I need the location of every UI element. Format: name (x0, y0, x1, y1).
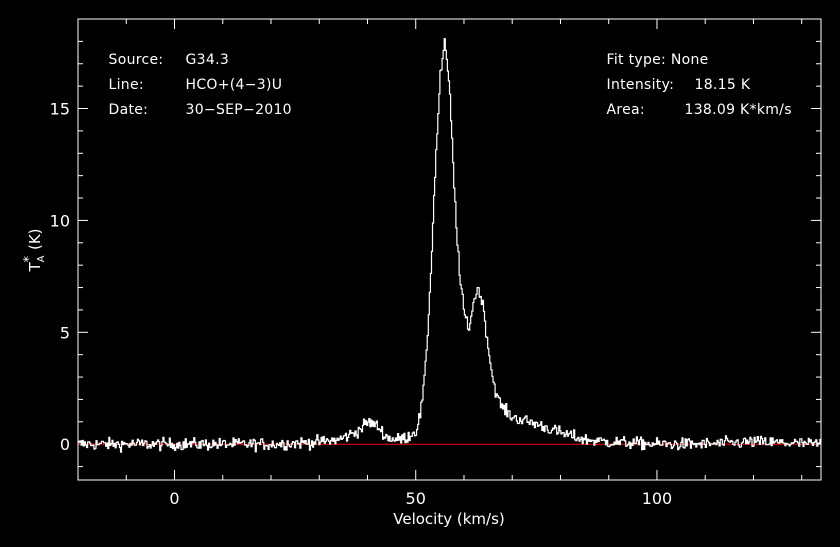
fit-type-value: None (670, 52, 709, 68)
header-date: Date: 30−SEP−2010 (99, 86, 292, 118)
header-fit-type: Fit type: None (597, 36, 709, 68)
y-axis-label: TA*(K) (22, 228, 47, 272)
header-source: Source: G34.3 (99, 36, 229, 68)
y-tick-label: 15 (50, 100, 70, 119)
x-tick-label: 50 (406, 489, 426, 508)
line-label: Line: (108, 77, 144, 93)
line-value: HCO+(4−3)U (185, 77, 283, 93)
date-value: 30−SEP−2010 (185, 102, 292, 118)
y-tick-label: 5 (60, 323, 70, 342)
header-line: Line: HCO+(4−3)U (99, 61, 282, 93)
y-tick-label: 0 (60, 435, 70, 454)
source-label: Source: (108, 52, 164, 68)
intensity-label: Intensity: (606, 77, 675, 93)
date-label: Date: (108, 102, 149, 118)
spectrum-series-line (78, 38, 822, 453)
svg-text:TA*(K): TA*(K) (22, 228, 47, 272)
y-tick-label: 10 (50, 211, 70, 230)
intensity-value: 18.15 K (694, 77, 751, 93)
x-tick-label: 100 (642, 489, 673, 508)
area-label: Area: (606, 102, 645, 118)
x-tick-label: 0 (169, 489, 179, 508)
x-axis-label: Velocity (km/s) (393, 510, 504, 528)
tick-labels: 0 50 100 0 5 10 15 (50, 100, 673, 508)
fit-type-label: Fit type: (606, 52, 667, 68)
area-value: 138.09 K*km/s (684, 102, 792, 118)
header-area: Area: 138.09 K*km/s (597, 86, 792, 118)
source-value: G34.3 (185, 52, 230, 68)
header-intensity: Intensity: 18.15 K (597, 61, 751, 93)
plot-frame (77, 18, 822, 481)
